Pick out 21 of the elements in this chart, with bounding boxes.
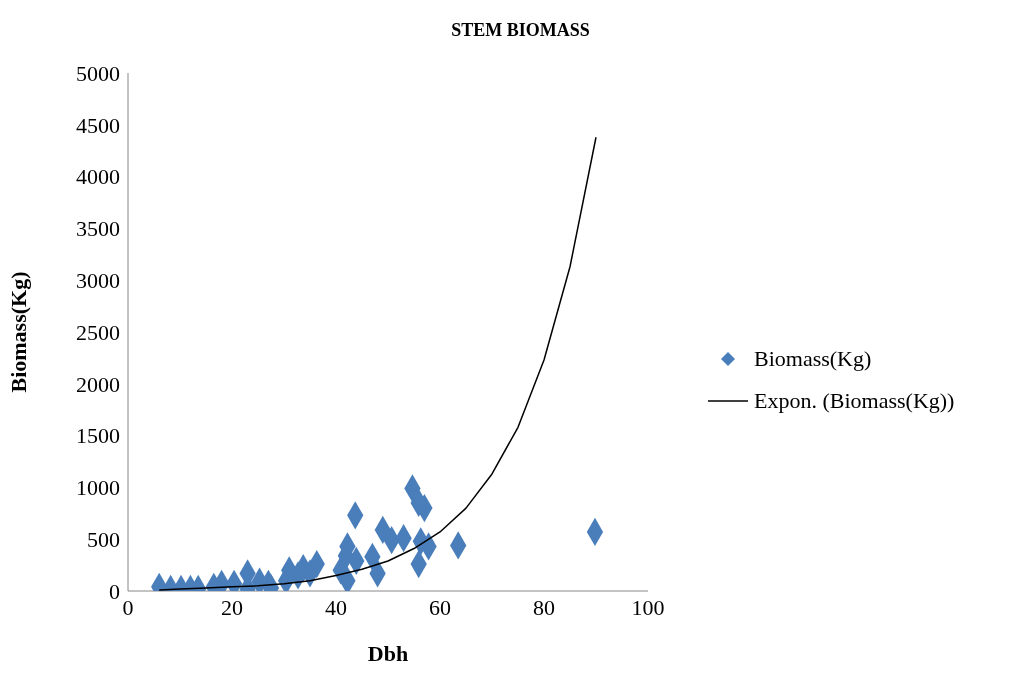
x-tick-label: 60 [429,594,451,620]
y-tick-label: 2500 [76,319,120,345]
y-tick-label: 4500 [76,112,120,138]
y-axis-title: Biomass(Kg) [5,271,31,393]
y-tick-label: 1500 [76,423,120,449]
y-tick-label: 0 [109,578,120,604]
y-tick-label: 5000 [76,60,120,86]
legend-label: Biomass(Kg) [754,346,872,372]
y-tick-label: 3000 [76,268,120,294]
x-axis-title: Dbh [367,641,409,666]
y-tick-label: 500 [87,527,120,553]
x-tick-label: 40 [325,594,347,620]
y-tick-label: 1000 [76,475,120,501]
legend-label: Expon. (Biomass(Kg)) [754,388,955,414]
y-tick-label: 4000 [76,164,120,190]
y-tick-label: 3500 [76,216,120,242]
chart-title: STEM BIOMASS [450,20,591,41]
x-tick-label: 100 [631,594,665,620]
x-tick-label: 20 [221,594,243,620]
y-tick-label: 2000 [76,371,120,397]
x-tick-label: 80 [533,594,555,620]
